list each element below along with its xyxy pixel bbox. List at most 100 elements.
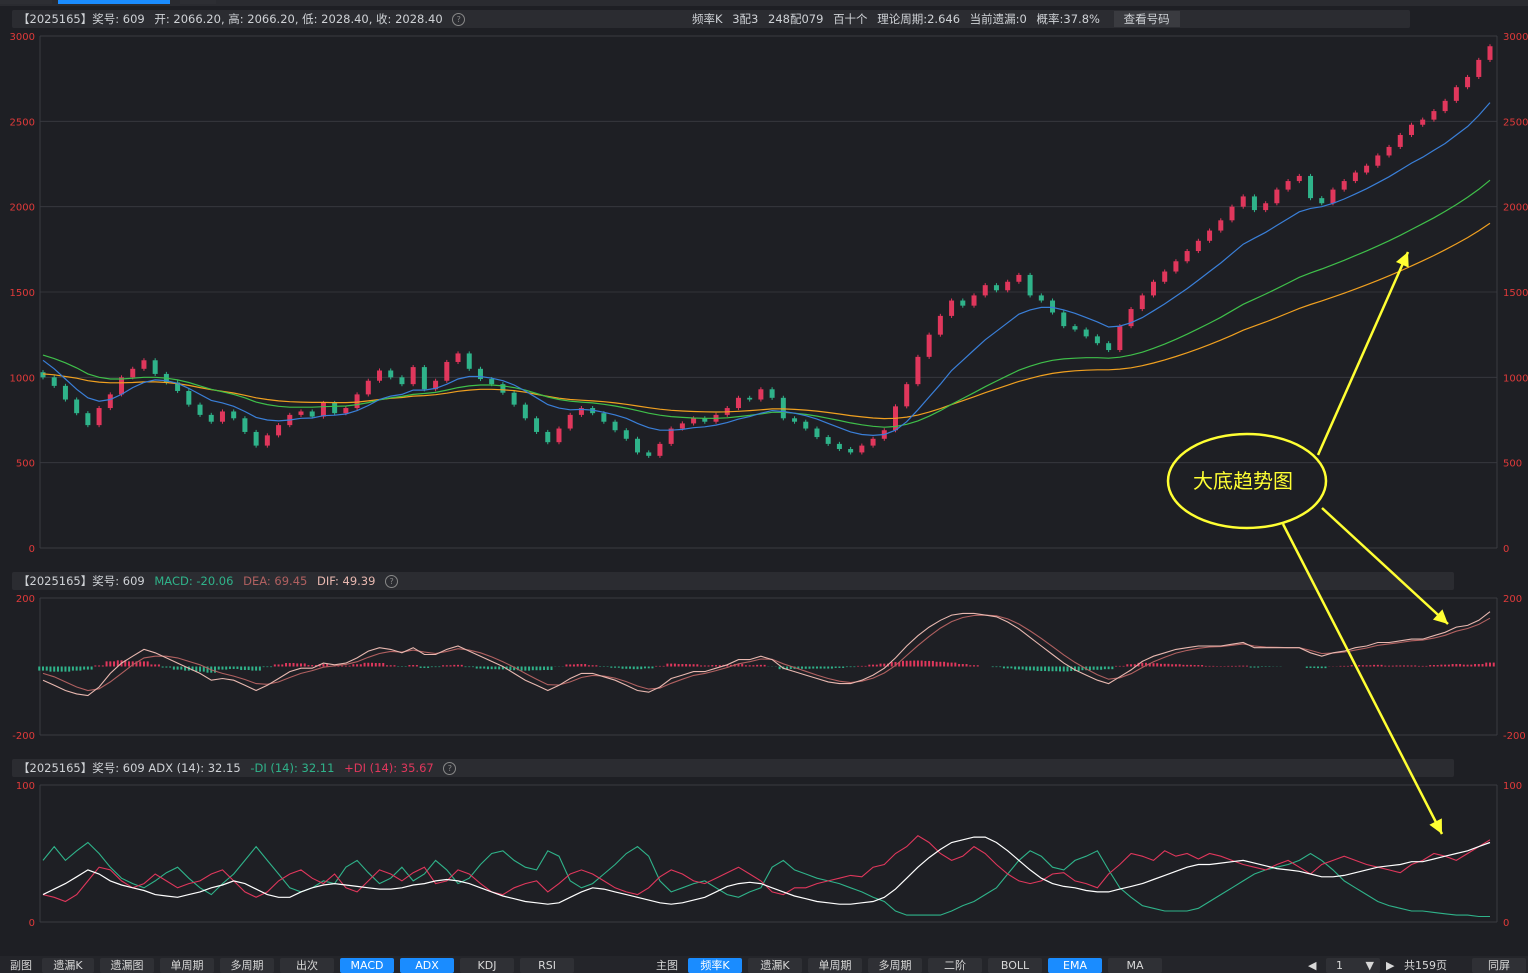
candle-body [646, 452, 652, 456]
candle-body [848, 449, 854, 453]
y-tick-label-right: 100 [1503, 781, 1522, 792]
top-tab-active[interactable] [58, 0, 170, 4]
candle-body [197, 404, 203, 415]
candle-body [691, 418, 697, 424]
main-btn-freq-k[interactable]: 频率K [688, 958, 742, 973]
help-icon[interactable]: ? [452, 13, 466, 26]
top-tab-strip [0, 0, 1528, 6]
page-select[interactable]: 1 ▼ [1326, 958, 1380, 973]
candle-body [635, 438, 641, 453]
candle-body [130, 368, 136, 378]
sub-btn-single-period[interactable]: 单周期 [160, 958, 214, 973]
candle-body [96, 408, 102, 426]
sub-btn-adx[interactable]: ADX [400, 958, 454, 973]
candle-body [960, 300, 966, 306]
sub-btn-out-count[interactable]: 出次 [280, 958, 334, 973]
plus-di-line [42, 835, 1491, 903]
candle-body [522, 404, 528, 419]
candle-body [1005, 281, 1011, 291]
sub-chart-label: 副图 [10, 959, 32, 972]
sub-btn-multi-period[interactable]: 多周期 [220, 958, 274, 973]
candle-body [1465, 76, 1471, 88]
sub-btn-miss-chart[interactable]: 遗漏图 [100, 958, 154, 973]
candle-body [814, 428, 820, 438]
candle-body [477, 368, 483, 380]
y-tick-label-right: 1000 [1503, 373, 1528, 384]
y-tick-label-left: 0 [29, 918, 35, 929]
next-page-icon[interactable]: ▶ [1386, 959, 1395, 972]
candle-body [1453, 87, 1459, 101]
y-tick-label-left: 2000 [10, 203, 35, 214]
candle-body [567, 414, 573, 429]
y-tick-label-right: 3000 [1503, 32, 1528, 43]
main-btn-ma[interactable]: MA [1108, 958, 1162, 973]
adx-line [42, 836, 1491, 905]
plus-di-value: +DI (14): 35.67 [344, 761, 434, 775]
candle-body [769, 389, 775, 398]
minus-di-value: -DI (14): 32.11 [250, 761, 335, 775]
candle-body [1386, 146, 1392, 156]
y-tick-label-right: 2500 [1503, 117, 1528, 128]
main-btn-miss-k[interactable]: 遗漏K [748, 958, 802, 973]
candle-body [1251, 196, 1257, 211]
sub-btn-macd[interactable]: MACD [340, 958, 394, 973]
candle-body [949, 300, 955, 316]
candle-body [623, 430, 629, 439]
dif-value: DIF: 49.39 [317, 574, 376, 588]
candle-body [500, 384, 506, 393]
candle-body [320, 402, 326, 417]
help-icon[interactable]: ? [385, 575, 399, 588]
candle-body [904, 384, 910, 407]
candle-body [354, 394, 360, 409]
candle-body [1229, 206, 1235, 221]
main-btn-ema[interactable]: EMA [1048, 958, 1102, 973]
candle-body [937, 315, 943, 335]
y-tick-label-right: 0 [1503, 544, 1509, 555]
chevron-down-icon: ▼ [1365, 959, 1374, 972]
candle-body [1050, 300, 1056, 313]
candle-body [186, 390, 192, 405]
candle-body [825, 437, 831, 444]
main-btn-single-period[interactable]: 单周期 [808, 958, 862, 973]
candle-body [1408, 124, 1414, 135]
candle-body [298, 411, 304, 415]
main-ohlc: 开: 2066.20, 高: 2066.20, 低: 2028.40, 收: 2… [154, 12, 443, 26]
adx-info-bar: 【2025165】奖号: 609 ADX (14): 32.15 -DI (14… [12, 759, 1454, 777]
sub-btn-rsi[interactable]: RSI [520, 958, 574, 973]
sync-screen-button[interactable]: 同屏 [1472, 958, 1526, 973]
view-numbers-button[interactable]: 查看号码 [1113, 11, 1180, 27]
candle-body [1397, 134, 1403, 147]
candle-body [1308, 175, 1314, 199]
candle-body [511, 392, 517, 405]
main-btn-boll[interactable]: BOLL [988, 958, 1042, 973]
main-btn-second-order[interactable]: 二阶 [928, 958, 982, 973]
top-tab-1[interactable] [0, 0, 52, 4]
candle-body [309, 411, 315, 417]
candle-body [792, 418, 798, 422]
main-btn-multi-period[interactable]: 多周期 [868, 958, 922, 973]
candle-body [1274, 189, 1280, 204]
dea-line [42, 614, 1491, 692]
minus-di-line [42, 841, 1490, 918]
pattern-label: 3配3 [732, 12, 759, 26]
candle-body [1027, 274, 1033, 296]
candle-body [51, 377, 57, 386]
candle-body [388, 370, 394, 378]
ema-slow-line [42, 222, 1491, 420]
main-chart-label: 主图 [656, 959, 678, 972]
candle-body [1139, 295, 1145, 310]
sub-btn-miss-k[interactable]: 遗漏K [42, 958, 94, 973]
candle-body [1285, 181, 1291, 190]
candle-body [1162, 271, 1168, 282]
candle-body [679, 423, 685, 429]
candle-body [1431, 111, 1437, 120]
y-tick-label-right: -200 [1503, 731, 1526, 742]
dea-value: DEA: 69.45 [243, 574, 308, 588]
sub-btn-kdj[interactable]: KDJ [460, 958, 514, 973]
top-tab-3[interactable] [180, 0, 216, 4]
candle-body [926, 334, 932, 357]
prev-page-icon[interactable]: ◀ [1308, 959, 1317, 972]
help-icon[interactable]: ? [443, 762, 457, 775]
candle-body [556, 428, 562, 443]
